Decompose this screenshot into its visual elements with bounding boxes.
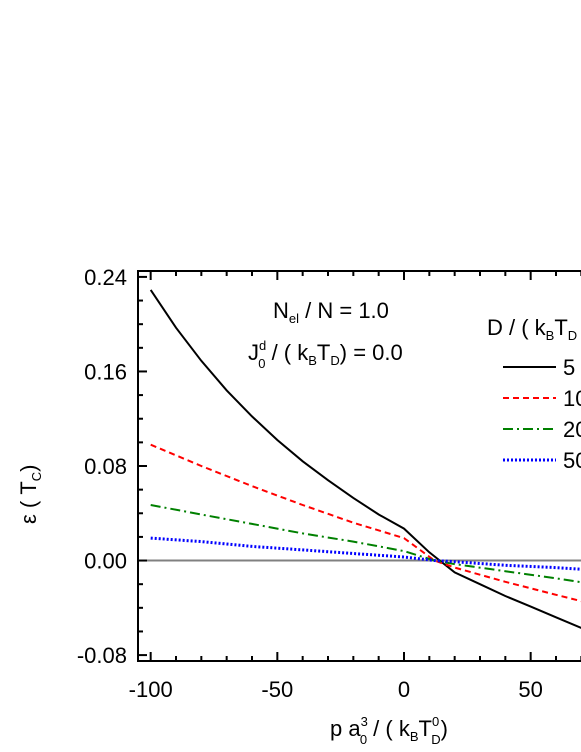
x-tick-label: 0 [398, 677, 410, 702]
legend: 5 10 20 50 [503, 355, 581, 473]
y-tick-label: 0.16 [84, 359, 127, 384]
legend-label-20: 20 [563, 417, 581, 442]
legend-title: D / ( kBTD [487, 315, 577, 343]
x-tick-label: 50 [518, 677, 542, 702]
legend-label-50: 50 [563, 448, 581, 473]
legend-label-5: 5 [563, 355, 575, 380]
axis-ticks [138, 271, 581, 661]
annotation-exchange: Jd 0 / ( kBTD) = 0.0 [248, 338, 403, 371]
series-line-50 [150, 536, 581, 571]
x-tick-label: -100 [129, 677, 173, 702]
annotation-electron-ratio: Nel / N = 1.0 [273, 298, 389, 326]
y-axis-label: ε ( TC) [16, 464, 44, 524]
series-line-10 [150, 443, 581, 603]
y-tick-label: -0.08 [77, 643, 127, 668]
series-line-5 [149, 289, 581, 629]
x-tick-label: -50 [261, 677, 293, 702]
series-lines [149, 289, 581, 629]
y-tick-label: 0.00 [84, 549, 127, 574]
y-tick-label: 0.24 [84, 265, 127, 290]
legend-label-10: 10 [563, 386, 581, 411]
y-tick-label: 0.08 [84, 454, 127, 479]
x-axis-label: p a3 0 / ( kBT0 D) [330, 714, 448, 747]
tick-labels: -100 -50 0 50 -0.08 0.00 0.08 0.16 0.24 [77, 265, 543, 702]
series-line-20 [150, 504, 581, 584]
